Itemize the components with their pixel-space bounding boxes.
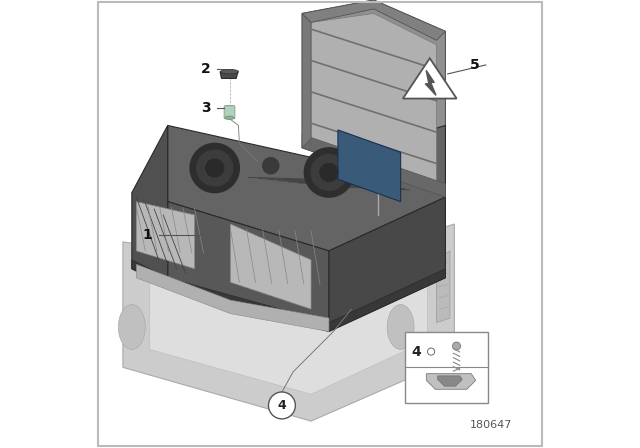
- Circle shape: [428, 348, 435, 355]
- Text: 5: 5: [470, 58, 479, 72]
- Circle shape: [262, 158, 279, 174]
- Ellipse shape: [221, 69, 239, 74]
- Polygon shape: [150, 251, 428, 394]
- Text: 4: 4: [412, 345, 422, 358]
- Text: 180647: 180647: [470, 420, 513, 430]
- Polygon shape: [403, 58, 457, 99]
- Polygon shape: [426, 374, 476, 389]
- Polygon shape: [230, 224, 311, 309]
- Ellipse shape: [387, 305, 414, 349]
- Circle shape: [320, 164, 338, 181]
- Polygon shape: [338, 130, 401, 202]
- Polygon shape: [302, 13, 311, 148]
- FancyBboxPatch shape: [405, 332, 488, 403]
- Ellipse shape: [225, 116, 234, 120]
- Circle shape: [305, 148, 354, 197]
- Polygon shape: [329, 197, 445, 332]
- Circle shape: [311, 155, 347, 190]
- FancyBboxPatch shape: [224, 106, 235, 119]
- Circle shape: [374, 184, 383, 193]
- Polygon shape: [302, 134, 445, 197]
- Polygon shape: [168, 202, 329, 332]
- Polygon shape: [311, 13, 436, 184]
- Polygon shape: [136, 264, 329, 332]
- Text: 4: 4: [278, 399, 286, 412]
- Polygon shape: [425, 70, 436, 95]
- Circle shape: [197, 150, 233, 186]
- Polygon shape: [436, 251, 450, 323]
- Polygon shape: [220, 72, 238, 78]
- Polygon shape: [136, 202, 195, 269]
- Circle shape: [452, 342, 461, 350]
- Polygon shape: [132, 125, 168, 287]
- Ellipse shape: [118, 305, 145, 349]
- Polygon shape: [438, 376, 462, 386]
- Polygon shape: [302, 0, 445, 197]
- Circle shape: [206, 159, 224, 177]
- Text: 3: 3: [201, 100, 211, 115]
- Ellipse shape: [225, 105, 234, 110]
- Circle shape: [269, 392, 296, 419]
- Polygon shape: [302, 0, 445, 40]
- Text: 1: 1: [143, 228, 152, 242]
- Polygon shape: [168, 125, 445, 251]
- Text: 2: 2: [201, 62, 211, 77]
- Polygon shape: [132, 260, 445, 332]
- Circle shape: [190, 143, 239, 193]
- Polygon shape: [123, 224, 454, 421]
